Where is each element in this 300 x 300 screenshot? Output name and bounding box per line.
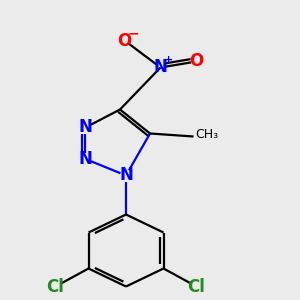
- Text: N: N: [154, 58, 167, 76]
- Text: +: +: [164, 55, 172, 65]
- Text: O: O: [189, 52, 204, 70]
- Text: N: N: [79, 118, 92, 136]
- Text: O: O: [117, 32, 132, 50]
- Text: N: N: [79, 150, 92, 168]
- Text: CH₃: CH₃: [195, 128, 218, 142]
- Text: N: N: [119, 167, 133, 184]
- Text: Cl: Cl: [188, 278, 206, 296]
- Text: Cl: Cl: [46, 278, 64, 296]
- Text: −: −: [127, 26, 139, 40]
